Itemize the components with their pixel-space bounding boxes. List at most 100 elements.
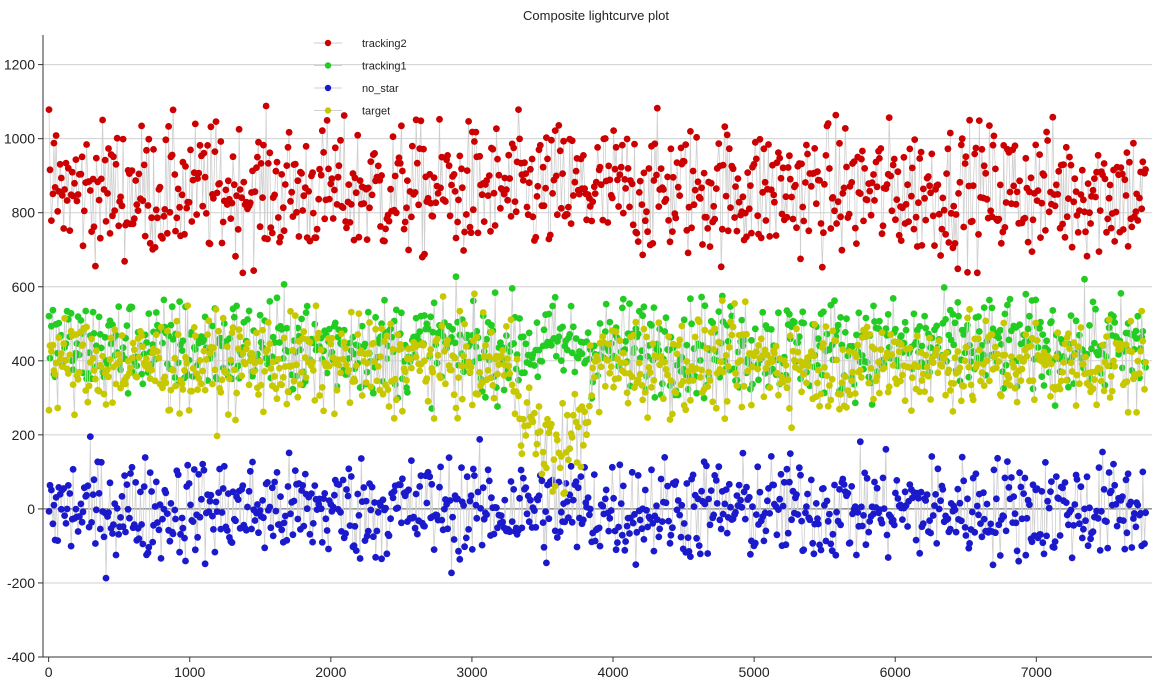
data-point [601,495,609,503]
data-point [873,484,881,492]
data-point [660,395,667,403]
data-point [1029,216,1037,224]
data-point [378,325,385,332]
data-point [381,296,388,304]
data-point [403,377,410,384]
data-point [1142,359,1149,366]
data-point [606,369,614,377]
data-point [508,285,516,292]
data-point [49,190,57,198]
data-point [420,145,427,153]
data-point [355,233,363,241]
data-point [125,369,133,377]
data-point [213,432,221,440]
data-point [817,390,825,398]
data-point [132,177,140,184]
data-point [423,499,431,507]
data-point [1061,233,1069,241]
x-tick-label: 2000 [315,664,346,680]
data-point [191,546,199,554]
data-point [294,393,302,401]
data-point [235,326,243,333]
data-point [1021,474,1029,482]
data-point [162,136,170,144]
data-point [1032,319,1040,327]
data-point [72,505,80,513]
data-point [178,347,186,354]
data-point [992,165,999,173]
data-point [734,175,742,183]
data-point [478,191,486,199]
data-point [130,215,138,223]
data-point [608,194,616,202]
data-point [889,295,897,302]
data-point [187,146,194,154]
data-point [535,346,543,354]
data-point [156,183,164,191]
data-point [1029,377,1037,385]
data-point [379,496,387,504]
data-point [816,541,823,549]
data-point [104,190,111,197]
data-point [345,465,353,473]
data-point [1076,380,1083,388]
data-point [253,329,260,337]
data-point [589,198,597,206]
data-point [506,370,514,377]
data-point [863,474,871,482]
data-point [55,334,63,341]
data-point [217,138,225,145]
data-point [735,198,743,206]
data-point [786,152,793,160]
data-point [362,497,370,505]
data-point [473,333,481,341]
data-point [1080,525,1087,533]
data-point [915,363,922,371]
data-point [1133,335,1140,342]
data-point [54,208,62,215]
data-point [458,362,465,370]
data-point [309,367,317,374]
data-point [340,112,348,119]
data-point [101,156,109,164]
data-point [1107,224,1115,232]
data-point [505,151,513,159]
data-point [1103,228,1110,236]
data-point [519,177,527,184]
data-point [135,535,143,543]
data-point [320,495,327,502]
data-point [1002,199,1010,206]
data-point [1110,460,1117,468]
data-point [424,325,432,333]
data-point [590,471,598,478]
data-point [908,374,916,382]
data-point [445,162,453,170]
data-point [940,284,948,291]
data-point [1054,329,1062,337]
data-point [1091,339,1098,347]
data-point [935,337,943,345]
data-point [313,225,321,233]
data-point [822,323,830,330]
data-point [466,497,474,505]
data-point [218,239,226,247]
data-point [945,239,953,246]
data-point [788,424,795,432]
data-point [166,406,174,414]
data-point [754,463,762,471]
data-point [1076,207,1083,215]
data-point [206,240,214,248]
data-point [641,217,649,225]
data-point [190,324,198,331]
data-point [1099,341,1106,349]
data-point [1062,143,1070,151]
data-point [831,297,838,305]
data-point [328,334,336,342]
data-point [544,415,551,423]
data-point [389,133,397,141]
data-point [488,321,495,329]
data-point [429,212,437,220]
data-point [793,325,800,333]
data-point [212,306,220,313]
data-point [978,533,986,541]
